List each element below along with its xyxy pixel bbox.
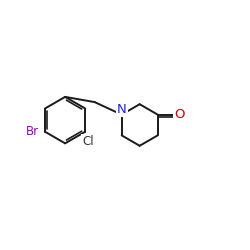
- Text: Br: Br: [26, 125, 39, 138]
- Text: Cl: Cl: [82, 134, 94, 147]
- Text: N: N: [117, 103, 126, 116]
- Text: O: O: [174, 108, 185, 121]
